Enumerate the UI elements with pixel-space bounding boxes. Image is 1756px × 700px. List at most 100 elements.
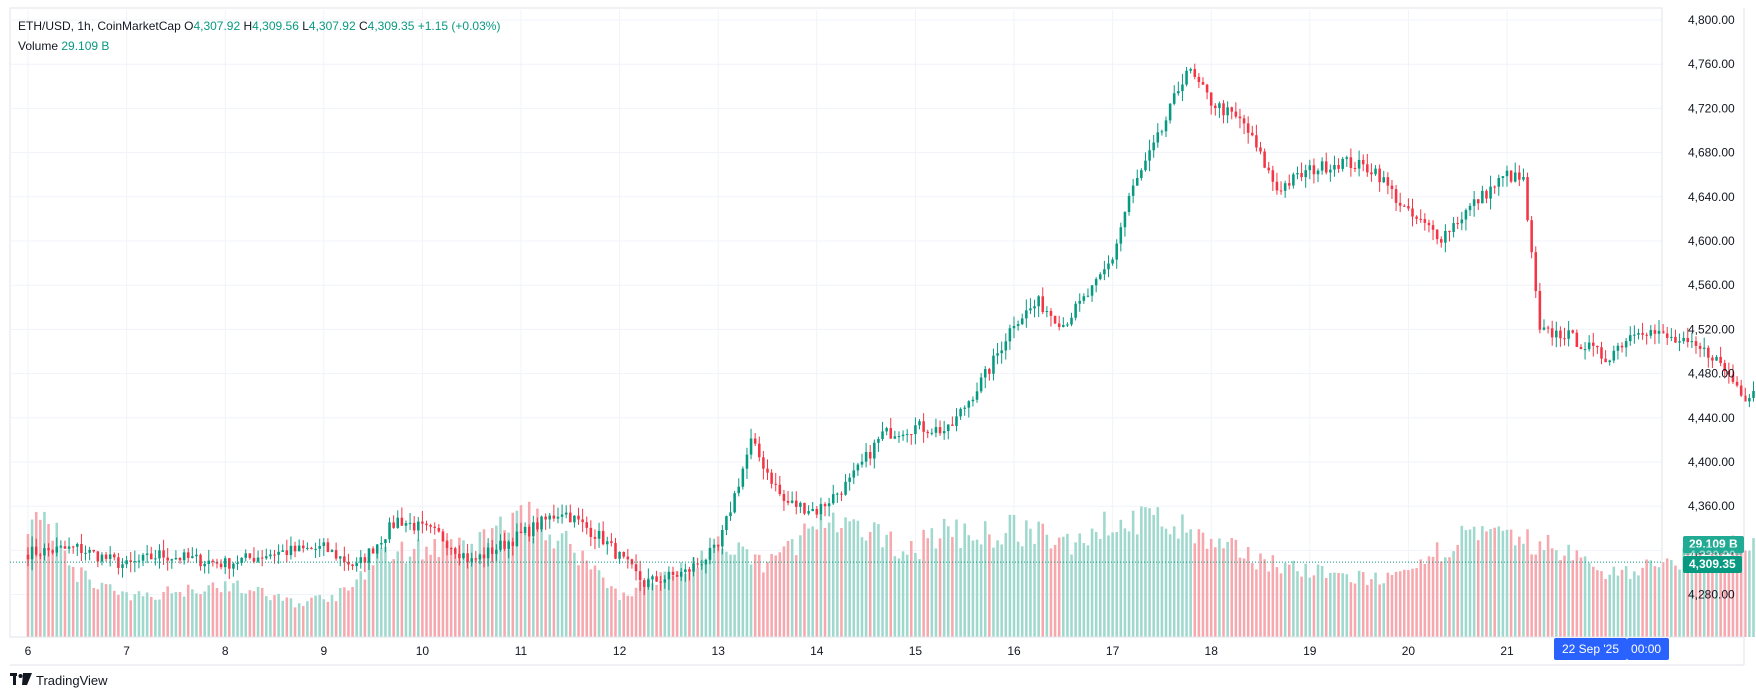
volume-bar [1505,529,1509,637]
candle-body [80,543,83,554]
volume-bar [186,584,190,637]
candle-body [1016,324,1020,327]
volume-bar [540,521,543,637]
candle-body [1727,371,1731,375]
candle-body [799,502,802,507]
candle-body [178,557,182,561]
candle-body [1086,295,1090,297]
volume-bar [988,534,991,637]
candle-body [692,563,695,572]
candle-body [1230,107,1234,112]
volume-bar [1025,520,1028,637]
volume-bar [1057,537,1061,637]
volume-bar [527,501,531,637]
candle-body [762,457,765,469]
volume-bar [223,581,227,637]
volume-bar [141,596,145,637]
legend-volume-value: 29.109 B [61,39,110,53]
volume-bar [1468,529,1472,637]
candle-body [384,539,387,544]
candle-body [1316,170,1320,175]
candle-body [1197,76,1201,83]
volume-bar [1135,534,1139,637]
volume-bar [306,601,309,637]
candle-body [425,523,428,526]
volume-bar [1259,553,1262,637]
volume-bar [215,587,219,637]
candle-body [490,547,494,554]
candle-body [1012,326,1016,329]
volume-bar [1403,569,1406,637]
volume-bar [269,600,272,637]
candle-body [223,558,227,568]
candle-body [1082,296,1086,301]
tradingview-logo[interactable]: TradingView [10,672,108,688]
candle-body [1456,223,1459,225]
volume-bar [1653,566,1657,637]
volume-bar [794,555,798,637]
volume-bar [1119,519,1123,637]
volume-bar [1131,510,1135,637]
volume-bar [1049,548,1053,637]
volume-bar [1641,567,1644,637]
candle-body [1111,259,1114,264]
volume-bar [569,543,572,637]
volume-bar [1218,538,1221,637]
candle-body [918,421,921,426]
volume-bar [1016,541,1020,637]
x-tick-label: 6 [25,644,32,658]
volume-bar [174,592,178,637]
volume-bar [1037,521,1040,637]
candle-body [914,425,917,435]
candle-body [1567,330,1570,339]
candle-body [1209,92,1213,106]
candle-body [1062,325,1065,327]
volume-bar [1444,557,1447,637]
candle-body [1435,229,1439,240]
volume-bar [1209,538,1213,637]
candle-body [191,556,194,558]
volume-bar [946,526,950,637]
volume-bar [638,581,642,637]
volume-bar [51,540,54,637]
y-tick-label: 4,760.00 [1688,57,1735,71]
volume-bar [679,562,683,637]
volume-bar [511,512,515,637]
legend-high: 4,309.56 [252,19,299,33]
x-tick-label: 11 [515,644,528,658]
volume-bar [371,565,375,637]
volume-bar [129,600,132,637]
candle-body [1304,170,1307,178]
candle-body [1698,345,1702,349]
volume-bar [137,591,141,637]
volume-bar [1415,568,1418,637]
legend-symbol[interactable]: ETH/USD [18,19,71,33]
volume-bar [429,554,432,637]
volume-bar [823,527,827,637]
volume-bar [1041,523,1045,637]
candle-body [569,512,572,523]
candle-body [252,557,256,562]
candle-body [1555,330,1558,338]
legend-volume-label[interactable]: Volume [18,39,59,53]
volume-bar [1612,566,1616,637]
candle-body [671,571,675,576]
candle-body [1620,345,1624,348]
volume-bar [1099,539,1102,637]
volume-bar [774,555,777,637]
candle-body [400,517,404,526]
volume-bar [831,512,835,637]
candle-body [864,452,868,462]
volume-bar [289,598,293,637]
candle-body [1324,161,1328,173]
volume-bar [1657,567,1661,637]
volume-bar [951,537,954,637]
candle-body [1481,190,1484,204]
volume-bar [1214,547,1217,637]
volume-bar [1238,557,1242,637]
volume-bar [864,540,868,637]
candle-body [1653,330,1657,334]
legend-interval[interactable]: 1h [77,19,91,33]
candle-body [1357,159,1361,169]
